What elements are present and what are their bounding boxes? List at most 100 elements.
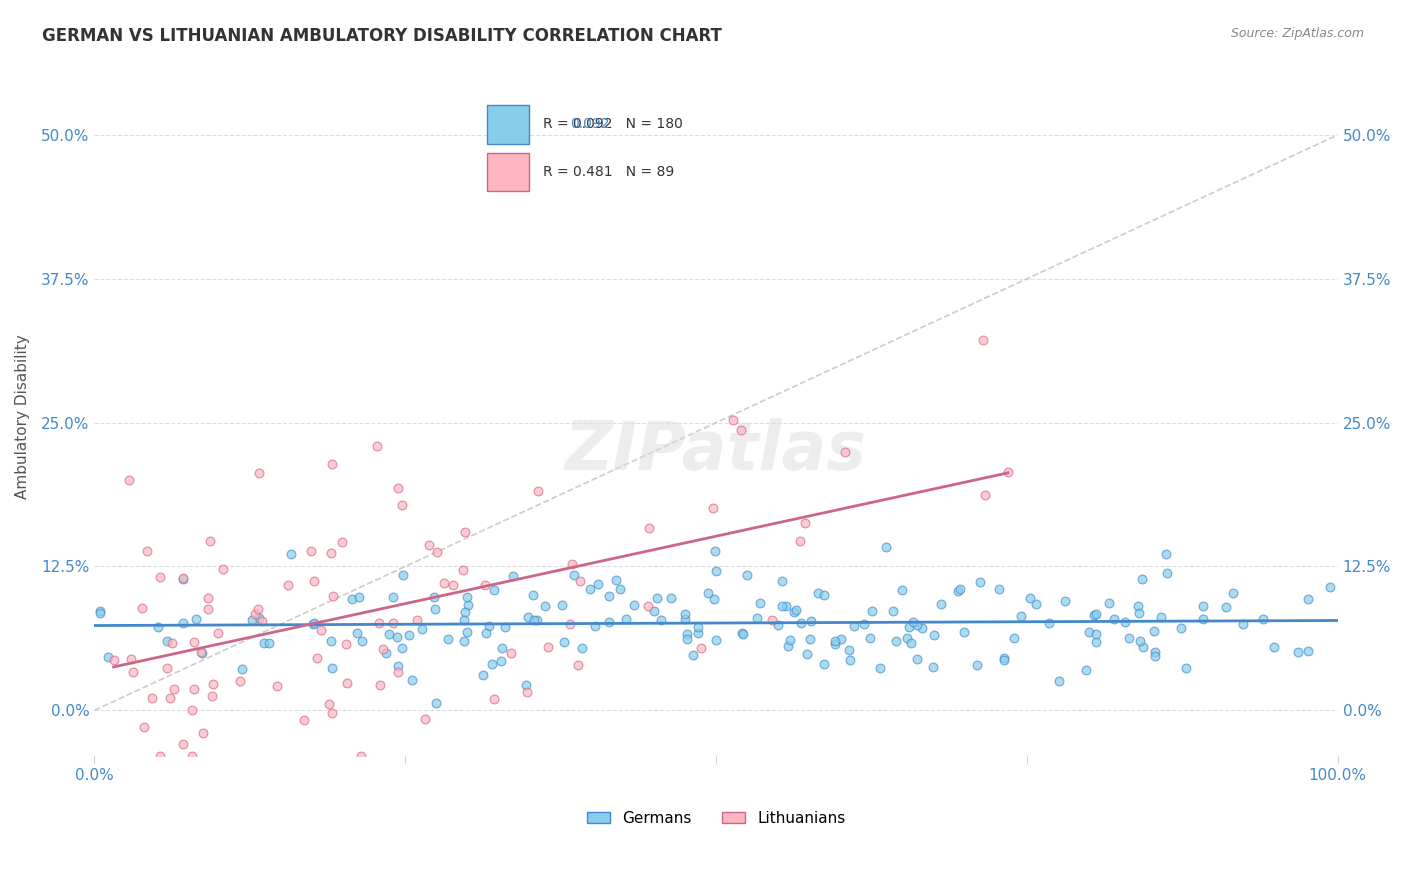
- Germans: [1098, 596, 1121, 610]
- Germans: [551, 598, 574, 612]
- Germans: [172, 572, 194, 586]
- Lithuanians: [172, 737, 194, 751]
- Lithuanians: [482, 692, 505, 706]
- Legend: Germans, Lithuanians: Germans, Lithuanians: [581, 805, 852, 832]
- Lithuanians: [212, 562, 235, 576]
- Germans: [381, 590, 404, 604]
- Lithuanians: [183, 682, 205, 697]
- Germans: [704, 544, 727, 558]
- Germans: [1074, 663, 1097, 677]
- Germans: [776, 639, 799, 653]
- Germans: [673, 612, 696, 626]
- Lithuanians: [229, 674, 252, 689]
- Germans: [392, 568, 415, 582]
- Lithuanians: [637, 599, 659, 614]
- Lithuanians: [387, 481, 409, 495]
- Germans: [515, 678, 537, 692]
- Germans: [598, 589, 620, 603]
- Lithuanians: [197, 591, 219, 606]
- Germans: [813, 657, 835, 671]
- Germans: [890, 583, 912, 598]
- Germans: [1085, 634, 1108, 648]
- Germans: [1025, 598, 1047, 612]
- Germans: [1144, 645, 1167, 659]
- Germans: [259, 636, 281, 650]
- Germans: [875, 541, 897, 555]
- Germans: [616, 612, 638, 626]
- Germans: [844, 619, 866, 633]
- Germans: [387, 658, 409, 673]
- Germans: [882, 604, 904, 618]
- Lithuanians: [172, 571, 194, 585]
- Lithuanians: [247, 466, 270, 480]
- Germans: [425, 696, 447, 710]
- Lithuanians: [997, 465, 1019, 479]
- Germans: [1296, 591, 1319, 606]
- Germans: [319, 633, 342, 648]
- Germans: [838, 643, 860, 657]
- Germans: [898, 620, 921, 634]
- Lithuanians: [304, 574, 326, 588]
- Lithuanians: [321, 457, 343, 471]
- Text: Source: ZipAtlas.com: Source: ZipAtlas.com: [1230, 27, 1364, 40]
- Lithuanians: [292, 713, 315, 727]
- Germans: [482, 583, 505, 598]
- Germans: [1128, 606, 1150, 620]
- Germans: [605, 573, 627, 587]
- Lithuanians: [368, 678, 391, 692]
- Lithuanians: [252, 614, 274, 628]
- Lithuanians: [321, 546, 343, 560]
- Germans: [824, 637, 846, 651]
- Lithuanians: [834, 445, 856, 459]
- Germans: [647, 591, 669, 605]
- Lithuanians: [330, 534, 353, 549]
- Germans: [884, 633, 907, 648]
- Text: GERMAN VS LITHUANIAN AMBULATORY DISABILITY CORRELATION CHART: GERMAN VS LITHUANIAN AMBULATORY DISABILI…: [42, 27, 723, 45]
- Germans: [491, 640, 513, 655]
- Germans: [253, 636, 276, 650]
- Germans: [1102, 612, 1125, 626]
- Germans: [89, 604, 111, 618]
- Germans: [609, 582, 631, 596]
- Lithuanians: [149, 749, 172, 764]
- Lithuanians: [180, 703, 202, 717]
- Germans: [1222, 586, 1244, 600]
- Germans: [522, 613, 544, 627]
- Germans: [456, 624, 478, 639]
- Germans: [1130, 572, 1153, 586]
- Lithuanians: [453, 563, 475, 577]
- Lithuanians: [426, 545, 449, 559]
- Germans: [517, 610, 540, 624]
- Germans: [1191, 612, 1213, 626]
- Lithuanians: [391, 498, 413, 512]
- Germans: [869, 661, 891, 675]
- Germans: [1263, 640, 1285, 655]
- Germans: [682, 648, 704, 663]
- Lithuanians: [103, 652, 125, 666]
- Germans: [1286, 644, 1309, 658]
- Germans: [553, 635, 575, 649]
- Germans: [453, 634, 475, 648]
- Germans: [673, 607, 696, 621]
- Lithuanians: [305, 651, 328, 665]
- Germans: [807, 586, 830, 600]
- Lithuanians: [335, 636, 357, 650]
- Lithuanians: [368, 616, 391, 631]
- Germans: [1078, 624, 1101, 639]
- Lithuanians: [122, 665, 145, 680]
- Germans: [813, 588, 835, 602]
- Lithuanians: [318, 697, 340, 711]
- Germans: [280, 547, 302, 561]
- Germans: [526, 613, 548, 627]
- Lithuanians: [381, 616, 404, 631]
- Germans: [676, 632, 699, 647]
- Lithuanians: [474, 578, 496, 592]
- Germans: [346, 625, 368, 640]
- Germans: [790, 615, 813, 630]
- Germans: [953, 625, 976, 640]
- Lithuanians: [266, 679, 288, 693]
- Lithuanians: [441, 578, 464, 592]
- Lithuanians: [569, 574, 592, 589]
- Lithuanians: [149, 570, 172, 584]
- Lithuanians: [311, 623, 333, 637]
